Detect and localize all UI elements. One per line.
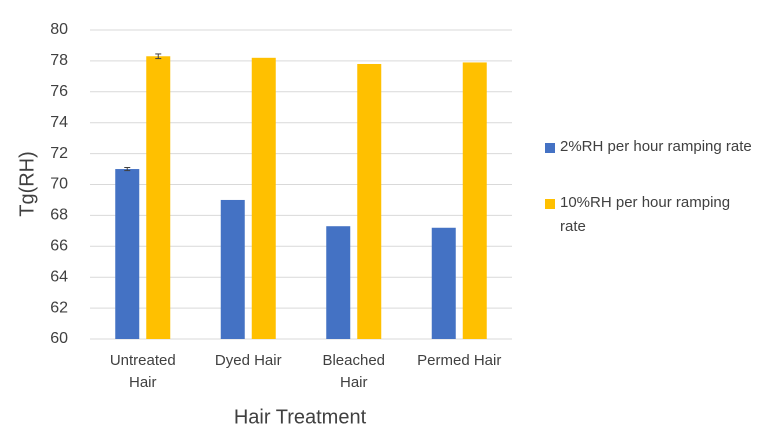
bar [431, 227, 456, 339]
y-tick-label: 78 [50, 52, 68, 69]
y-tick-label: 80 [50, 21, 68, 38]
x-tick-label: Untreated Hair [109, 352, 176, 391]
y-tick-label: 76 [50, 83, 68, 100]
x-axis-label: Hair Treatment [234, 406, 367, 428]
error-bar [155, 53, 162, 60]
y-tick-label: 62 [50, 299, 68, 316]
bar [220, 199, 245, 339]
error-bar [124, 167, 131, 172]
y-tick-label: 66 [50, 238, 68, 255]
x-tick-label: Bleached Hair [322, 352, 386, 391]
y-tick-label: 70 [50, 176, 68, 193]
y-tick-label: 74 [50, 114, 68, 131]
legend-swatch [545, 143, 555, 153]
legend-label: 10%RH per hour ramping rate [560, 194, 731, 235]
bar [326, 226, 351, 339]
y-tick-label: 64 [50, 268, 68, 285]
legend-label: 2%RH per hour ramping rate [560, 138, 752, 155]
bar [146, 56, 171, 339]
y-tick-label: 72 [50, 145, 68, 162]
y-axis-label: Tg(RH) [16, 151, 38, 217]
x-tick-label: Dyed Hair [214, 352, 282, 369]
bar [462, 62, 487, 339]
y-tick-label: 68 [50, 207, 68, 224]
legend-swatch [545, 199, 555, 209]
bar [357, 63, 382, 340]
y-tick-label: 60 [50, 330, 68, 347]
x-tick-label: Permed Hair [417, 352, 502, 369]
bar [251, 57, 276, 340]
bar [115, 169, 140, 339]
